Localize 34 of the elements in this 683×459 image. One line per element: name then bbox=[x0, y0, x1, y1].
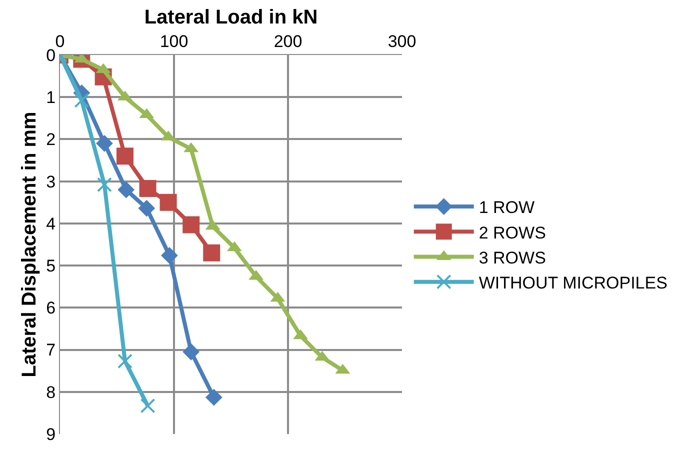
y-tick-label: 2 bbox=[46, 130, 56, 150]
x-tick-label: 200 bbox=[274, 32, 302, 52]
point bbox=[138, 200, 156, 217]
point bbox=[182, 216, 200, 234]
y-tick-label: 6 bbox=[46, 298, 56, 318]
point bbox=[117, 354, 132, 369]
legend-label: 1 ROW bbox=[478, 198, 535, 218]
y-tick-label: 4 bbox=[46, 214, 56, 234]
point bbox=[116, 148, 134, 165]
x-axis-title: Lateral Load in kN bbox=[144, 6, 318, 29]
point bbox=[118, 181, 135, 198]
legend-label: 2 ROWS bbox=[478, 223, 546, 242]
point bbox=[203, 244, 220, 262]
y-tick-label: 7 bbox=[46, 340, 56, 360]
point bbox=[96, 177, 112, 192]
y-tick-label: 0 bbox=[46, 46, 56, 65]
point bbox=[160, 194, 177, 211]
y-tick-label: 9 bbox=[46, 424, 56, 444]
legend-label: WITHOUT MICROPILES bbox=[478, 273, 668, 292]
y-tick-label: 5 bbox=[46, 256, 56, 276]
point bbox=[182, 343, 200, 360]
point bbox=[160, 247, 178, 264]
legend-label: 3 ROWS bbox=[478, 248, 546, 268]
point bbox=[140, 398, 156, 414]
x-tick-label: 100 bbox=[160, 32, 188, 52]
point bbox=[74, 92, 90, 108]
y-tick-label: 8 bbox=[46, 382, 56, 402]
point bbox=[139, 180, 156, 197]
y-tick-label: 1 bbox=[46, 88, 56, 108]
y-axis-title: Lateral Displacement in mm bbox=[18, 112, 41, 378]
point bbox=[96, 134, 113, 152]
y-tick-label: 3 bbox=[46, 172, 56, 192]
x-tick-label: 300 bbox=[388, 32, 416, 52]
point bbox=[205, 388, 222, 406]
